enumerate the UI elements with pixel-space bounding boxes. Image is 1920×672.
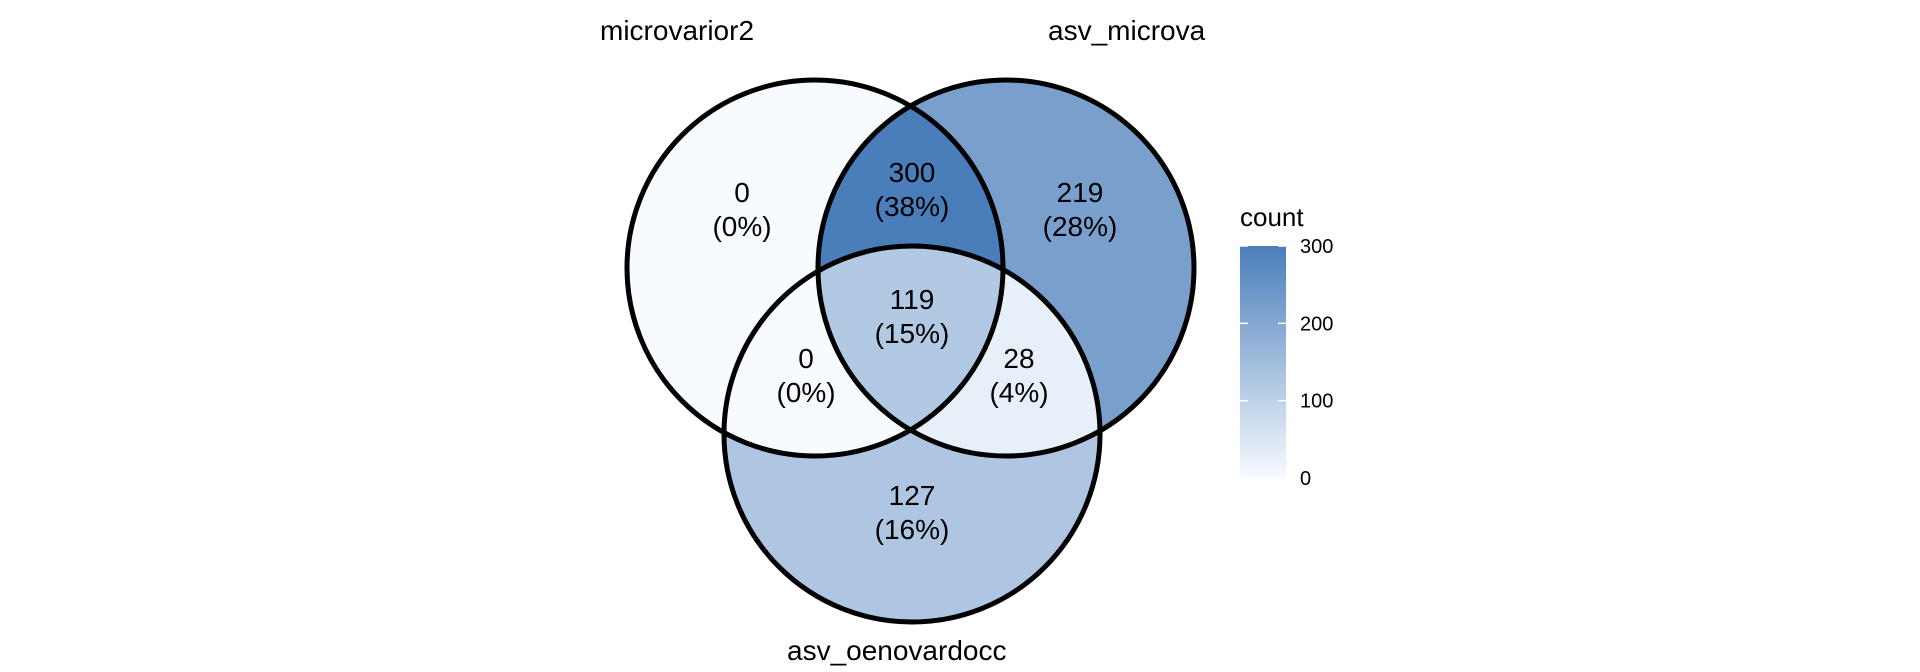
region-label-microvarior2-only: 0 (0%) bbox=[712, 177, 771, 242]
set-label-asv-oenovardocc: asv_oenovardocc bbox=[787, 635, 1006, 666]
region-count: 219 bbox=[1057, 177, 1104, 208]
region-fills bbox=[627, 80, 1194, 622]
legend-tick-label: 100 bbox=[1300, 391, 1333, 413]
region-percent: (15%) bbox=[875, 318, 950, 349]
set-circle-asv-microva bbox=[815, 77, 1197, 459]
set-label-asv-microva: asv_microva bbox=[1048, 15, 1206, 46]
region-label-asv-microva-only: 219 (28%) bbox=[1043, 177, 1118, 242]
region-count: 0 bbox=[798, 343, 814, 374]
region-percent: (28%) bbox=[1043, 211, 1118, 242]
legend-ticks: 0 100 200 300 bbox=[1240, 236, 1333, 490]
region-label-asv-oenovardocc-only: 127 (16%) bbox=[875, 480, 950, 545]
region-percent: (4%) bbox=[989, 377, 1048, 408]
region-label-asv-microva-asv-oenovardocc: 28 (4%) bbox=[989, 343, 1048, 408]
set-label-microvarior2: microvarior2 bbox=[600, 15, 754, 46]
legend-tick-label: 200 bbox=[1300, 313, 1333, 335]
region-label-all-three: 119 (15%) bbox=[875, 284, 950, 349]
region-count: 119 bbox=[890, 284, 935, 315]
region-count: 300 bbox=[889, 157, 936, 188]
legend-title: count bbox=[1240, 202, 1304, 232]
region-percent: (0%) bbox=[776, 377, 835, 408]
region-percent: (0%) bbox=[712, 211, 771, 242]
region-label-microvarior2-asv-oenovardocc: 0 (0%) bbox=[776, 343, 835, 408]
legend-colorbar bbox=[1240, 246, 1286, 478]
region-fill-microvarior2-asv-microva-asv-oenovardocc bbox=[818, 246, 1003, 456]
color-legend: count 0 100 200 300 bbox=[1240, 202, 1333, 490]
region-count: 0 bbox=[734, 177, 750, 208]
set-circle-asv-oenovardocc bbox=[721, 243, 1103, 625]
region-count: 28 bbox=[1003, 343, 1034, 374]
region-count: 127 bbox=[889, 480, 936, 511]
region-percent: (16%) bbox=[875, 514, 950, 545]
legend-tick-label: 0 bbox=[1300, 468, 1311, 490]
region-percent: (38%) bbox=[875, 191, 950, 222]
region-label-microvarior2-asv-microva: 300 (38%) bbox=[875, 157, 950, 222]
legend-tick-label: 300 bbox=[1300, 236, 1333, 258]
